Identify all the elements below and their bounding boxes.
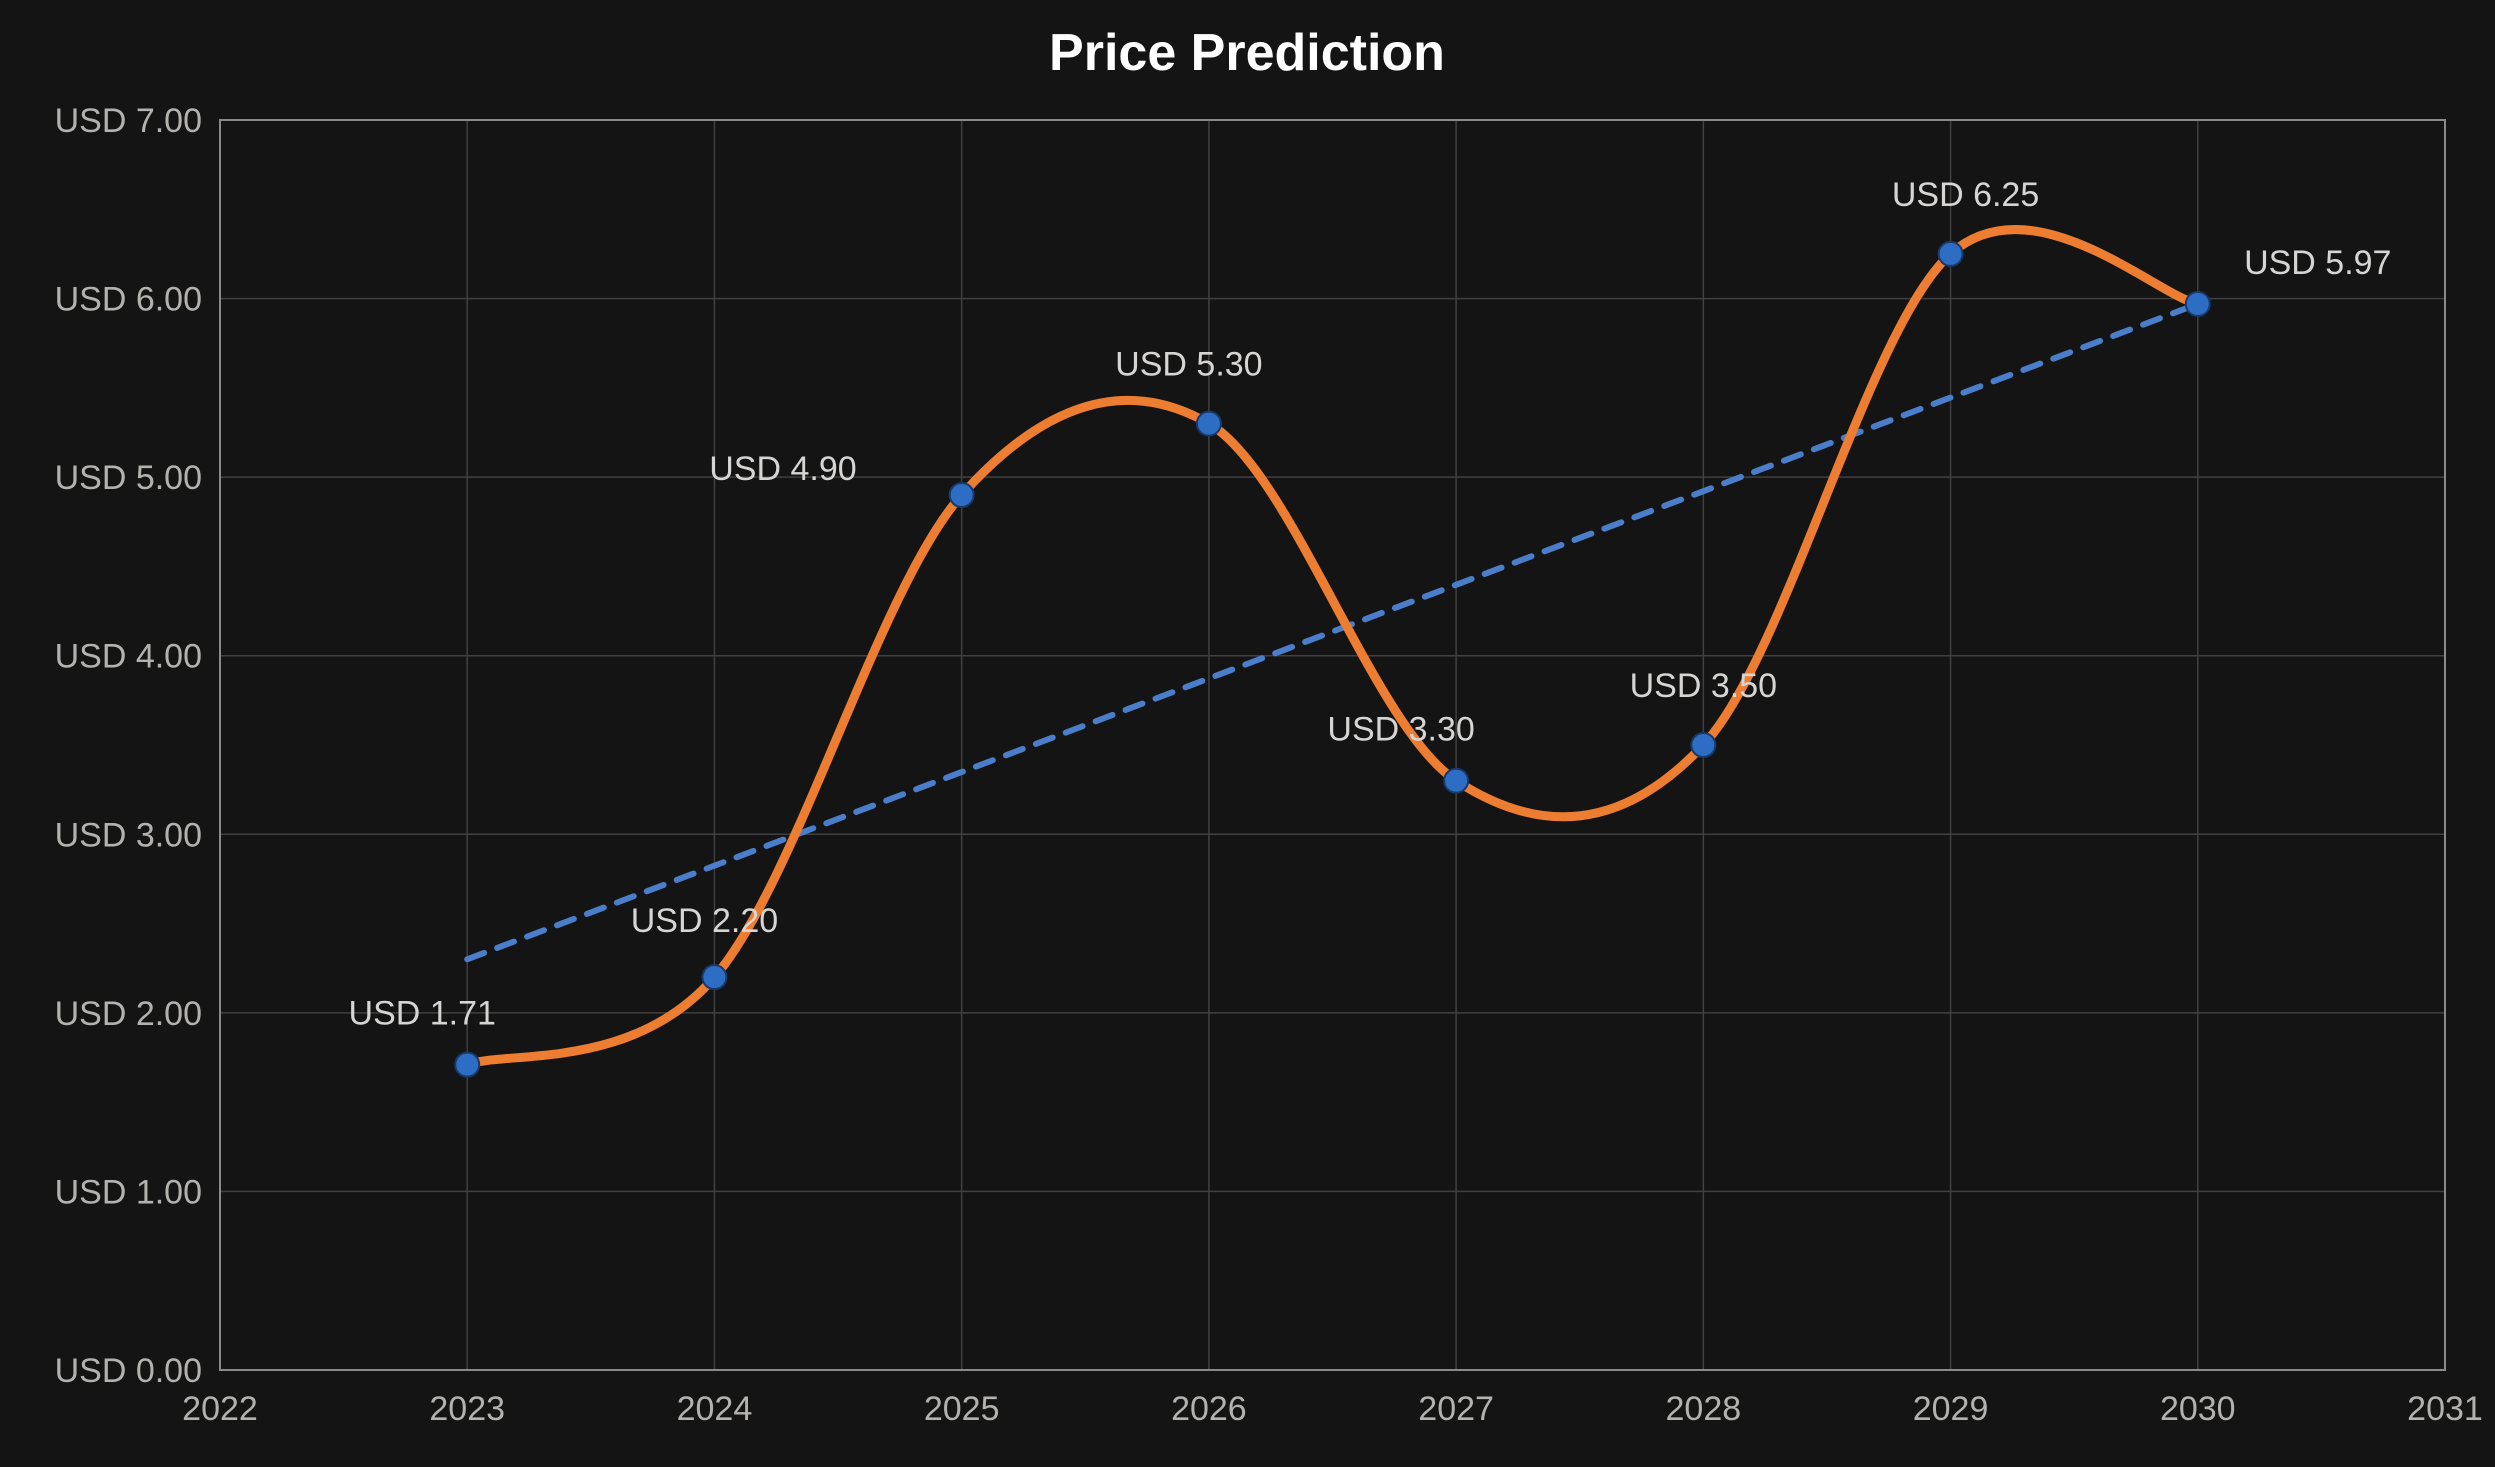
- data-point-marker: [1691, 733, 1715, 757]
- data-point-marker: [1939, 242, 1963, 266]
- trendline: [467, 304, 2198, 959]
- data-point-label: USD 5.97: [2244, 244, 2391, 282]
- y-axis-tick-label: USD 2.00: [55, 995, 202, 1033]
- data-point-label: USD 3.30: [1327, 711, 1474, 749]
- x-axis-tick-label: 2022: [182, 1390, 258, 1428]
- data-point-label: USD 2.20: [631, 902, 778, 940]
- y-axis-tick-label: USD 7.00: [55, 102, 202, 140]
- x-axis-tick-label: 2031: [2407, 1390, 2483, 1428]
- chart-title: Price Prediction: [1049, 24, 1445, 82]
- x-axis-tick-label: 2026: [1171, 1390, 1247, 1428]
- y-axis-tick-label: USD 0.00: [55, 1352, 202, 1390]
- chart-svg: Price Prediction USD 0.00 USD 1.00 USD 2.00…: [0, 0, 2495, 1467]
- x-axis-tick-label: 2027: [1418, 1390, 1494, 1428]
- data-point-marker: [1197, 412, 1221, 436]
- data-point-marker: [950, 483, 974, 507]
- data-point-marker: [455, 1053, 479, 1077]
- y-axis-tick-label: USD 1.00: [55, 1173, 202, 1211]
- y-axis-tick-label: USD 3.00: [55, 816, 202, 854]
- y-axis-tick-label: USD 5.00: [55, 459, 202, 497]
- data-point-label: USD 3.50: [1630, 667, 1777, 705]
- x-axis-tick-label: 2028: [1666, 1390, 1742, 1428]
- data-point-label: USD 4.90: [709, 450, 856, 488]
- data-point-label: USD 6.25: [1892, 176, 2039, 214]
- x-axis-tick-label: 2030: [2160, 1390, 2236, 1428]
- x-axis-tick-label: 2029: [1913, 1390, 1989, 1428]
- y-axis-tick-label: USD 6.00: [55, 281, 202, 319]
- data-point-label: USD 5.30: [1115, 346, 1262, 384]
- x-axis-tick-label: 2025: [924, 1390, 1000, 1428]
- data-point-marker: [1444, 769, 1468, 793]
- x-axis-tick-label: 2024: [677, 1390, 753, 1428]
- price-prediction-chart: Price Prediction USD 0.00 USD 1.00 USD 2.00…: [0, 0, 2495, 1467]
- data-point-label: USD 1.71: [349, 995, 496, 1033]
- data-point-marker: [2186, 292, 2210, 316]
- x-axis-tick-label: 2023: [429, 1390, 505, 1428]
- data-point-marker: [702, 965, 726, 989]
- y-axis-tick-label: USD 4.00: [55, 638, 202, 676]
